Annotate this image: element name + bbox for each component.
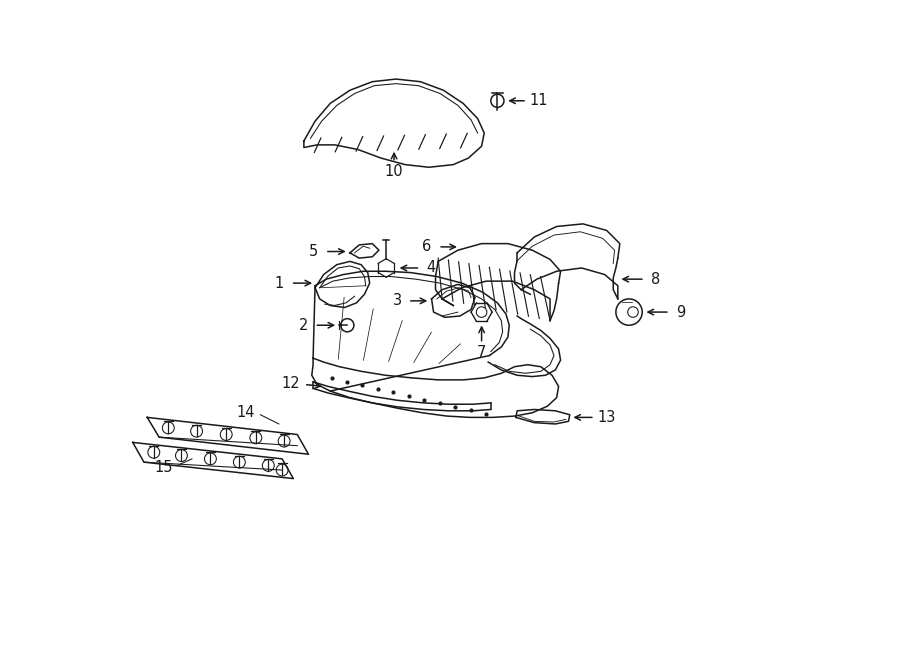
Text: 6: 6	[422, 239, 431, 254]
Text: 1: 1	[274, 276, 284, 291]
Text: 10: 10	[384, 164, 403, 178]
Text: 13: 13	[598, 410, 616, 425]
Text: 9: 9	[676, 305, 685, 319]
Text: 8: 8	[651, 272, 660, 287]
Text: 5: 5	[309, 244, 318, 259]
Text: 12: 12	[282, 375, 300, 391]
Text: 11: 11	[529, 93, 547, 108]
Text: 3: 3	[392, 293, 402, 309]
Text: 2: 2	[299, 318, 309, 332]
Text: 14: 14	[237, 405, 256, 420]
Text: 15: 15	[155, 460, 173, 475]
Text: 4: 4	[427, 260, 436, 276]
Text: 7: 7	[477, 346, 486, 360]
